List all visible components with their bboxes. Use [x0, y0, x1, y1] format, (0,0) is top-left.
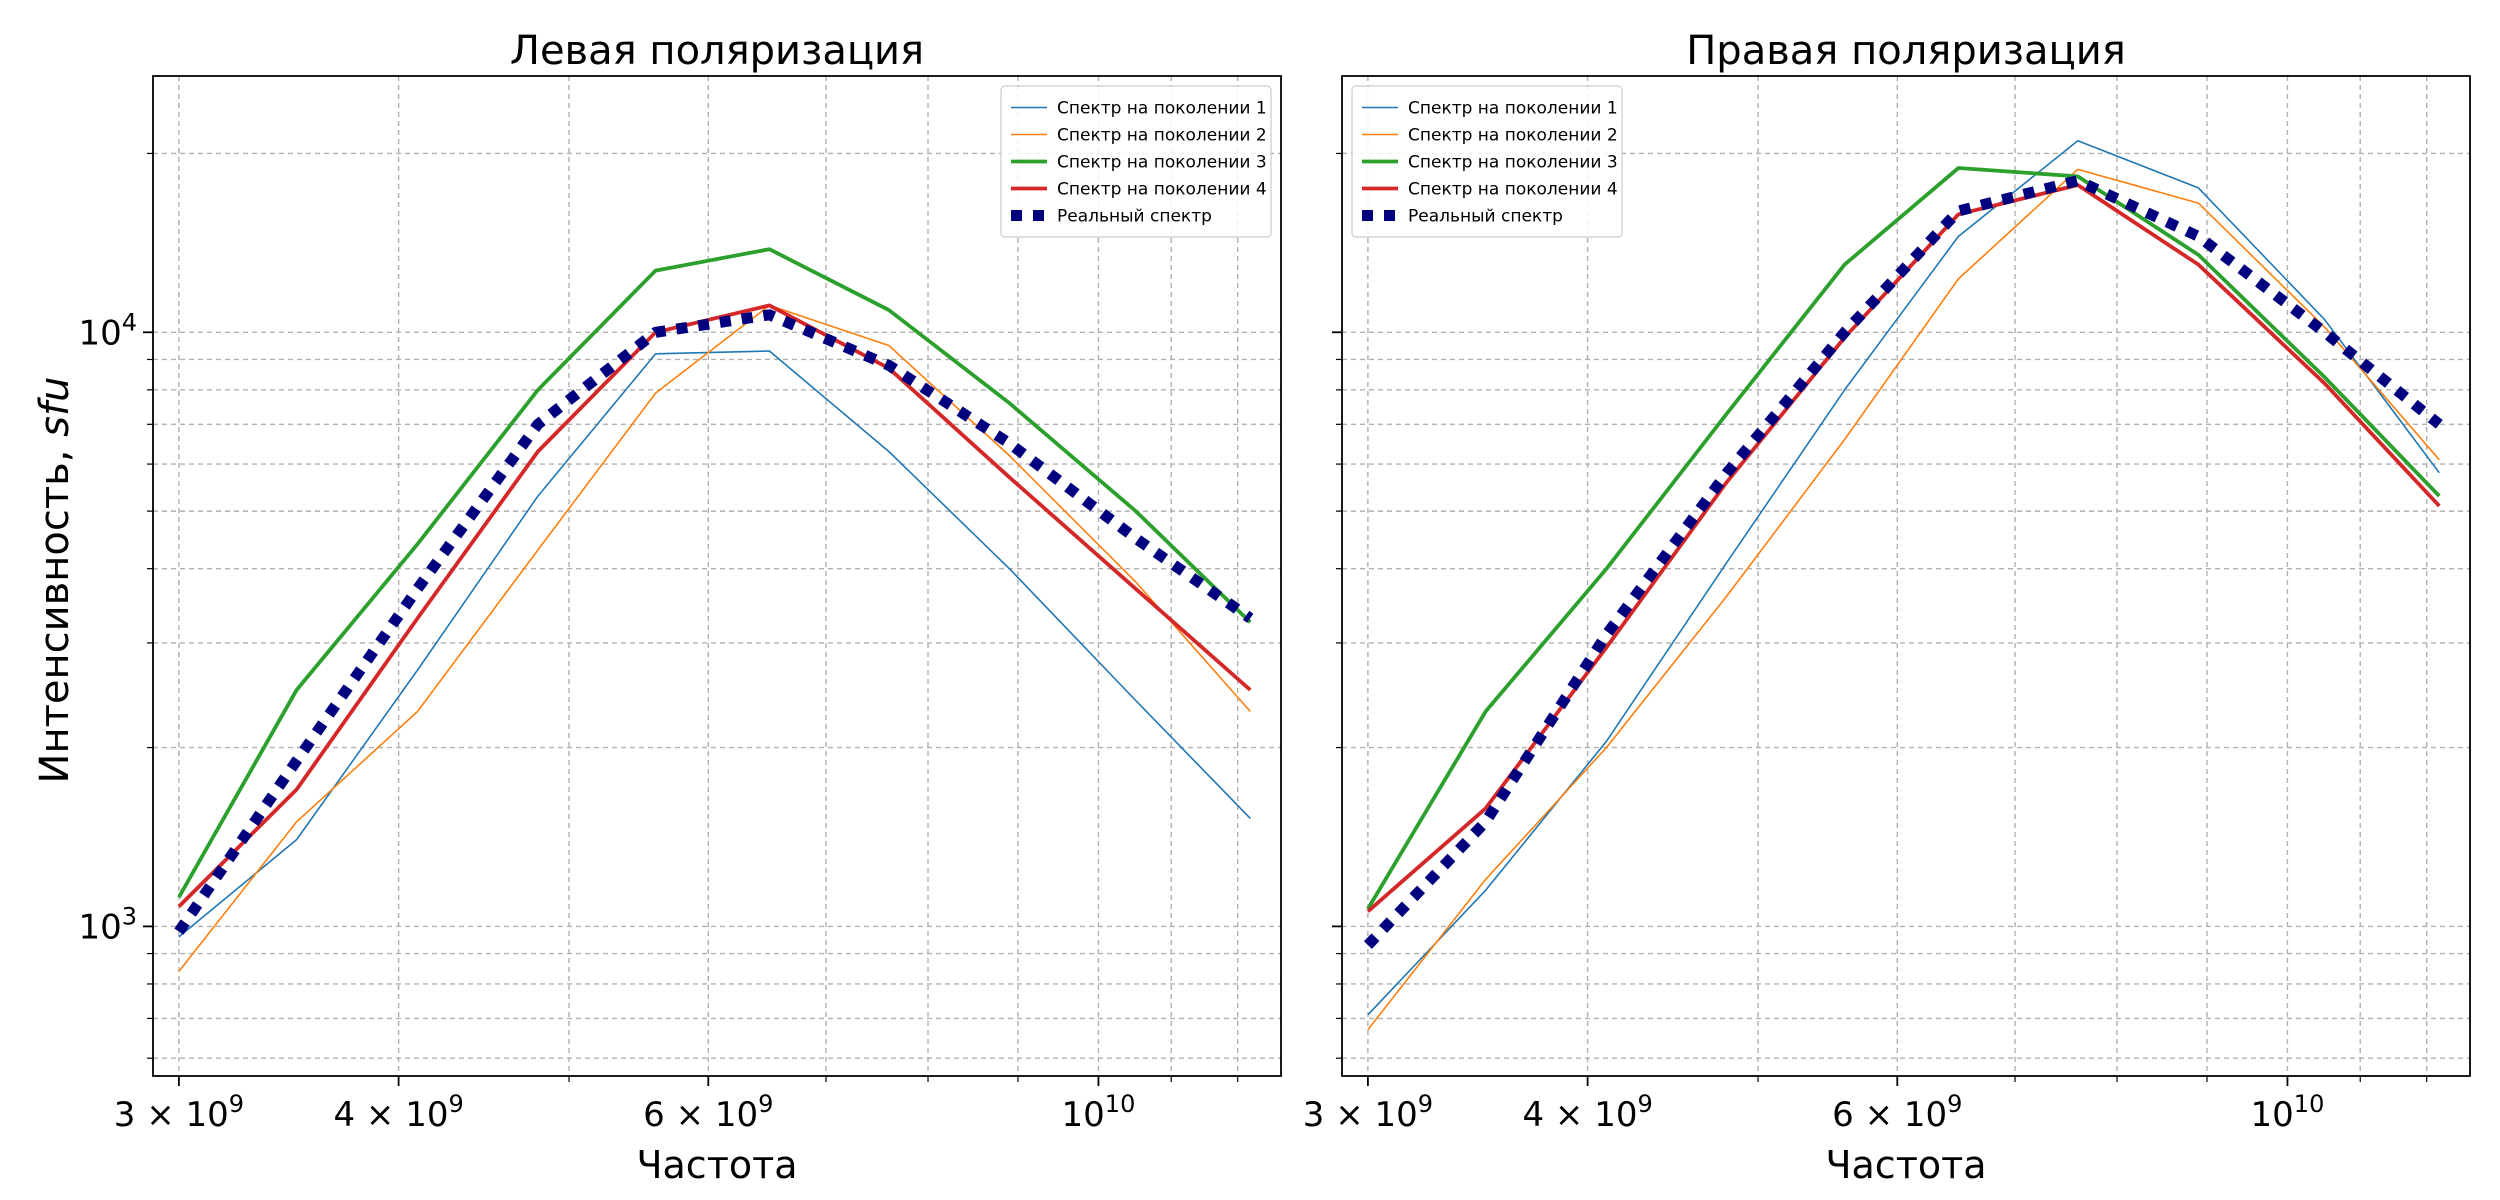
x-tick-label: 4 × 109 [1522, 1090, 1652, 1135]
series-line-5 [174, 309, 1254, 935]
series-line-1 [178, 350, 1251, 938]
plot-frame [1341, 75, 2471, 1077]
series-line-4 [177, 303, 1252, 908]
y-axis-label: Интенсивность, sfu [32, 377, 78, 784]
legend-label: Спектр на поколении 4 [1408, 180, 1618, 200]
x-tick-label: 6 × 109 [1832, 1090, 1962, 1135]
legend: Спектр на поколении 1 Спектр на поколении… [1000, 85, 1272, 238]
series-line-5 [1363, 175, 2443, 949]
x-axis-label: Частота [1825, 1143, 1986, 1187]
x-tick-label: 6 × 109 [643, 1090, 773, 1135]
series-line-3 [1366, 166, 2441, 910]
series-group [1363, 140, 2443, 1031]
y-tick-label: 103 [78, 902, 137, 947]
legend-label: Реальный спектр [1057, 207, 1212, 227]
x-tick-label: 1010 [2251, 1090, 2325, 1135]
series-line-2 [1367, 168, 2440, 1031]
series-line-1 [1367, 140, 2440, 1016]
plot-frame [152, 75, 1282, 1077]
y-axis-label-text: Интенсивность, [32, 437, 78, 784]
chart-panel-right: 3 × 109 4 × 109 6 × 109 1010 Правая поляриза… [1303, 28, 2471, 1187]
series-line-2 [178, 304, 1251, 972]
chart-title: Левая поляризация [510, 28, 924, 74]
x-tick-label: 3 × 109 [114, 1090, 244, 1135]
legend-label: Спектр на поколении 3 [1408, 153, 1618, 173]
legend-label: Спектр на поколении 3 [1057, 153, 1267, 173]
legend-label: Реальный спектр [1408, 207, 1563, 227]
legend-label: Спектр на поколении 1 [1408, 99, 1618, 119]
chart-panel-left: 3 × 109 4 × 109 6 × 109 1010 103 104 Левая пол… [78, 28, 1282, 1187]
legend-box [1351, 85, 1623, 238]
x-tick-label: 3 × 109 [1303, 1090, 1433, 1135]
chart-title: Правая поляризация [1686, 28, 2126, 74]
legend-box [1000, 85, 1272, 238]
x-tick-label: 1010 [1062, 1090, 1136, 1135]
series-line-3 [177, 247, 1252, 899]
x-axis-label: Частота [636, 1143, 797, 1187]
legend-label: Спектр на поколении 2 [1057, 126, 1267, 146]
legend-label: Спектр на поколении 2 [1408, 126, 1618, 146]
y-tick-label: 104 [78, 308, 137, 353]
legend: Спектр на поколении 1 Спектр на поколении… [1351, 85, 1623, 238]
legend-label: Спектр на поколении 4 [1057, 180, 1267, 200]
grid [153, 76, 1281, 1076]
series-group [174, 247, 1254, 972]
legend-label: Спектр на поколении 1 [1057, 99, 1267, 119]
x-tick-label: 4 × 109 [333, 1090, 463, 1135]
y-axis-label-unit: sfu [32, 377, 78, 437]
